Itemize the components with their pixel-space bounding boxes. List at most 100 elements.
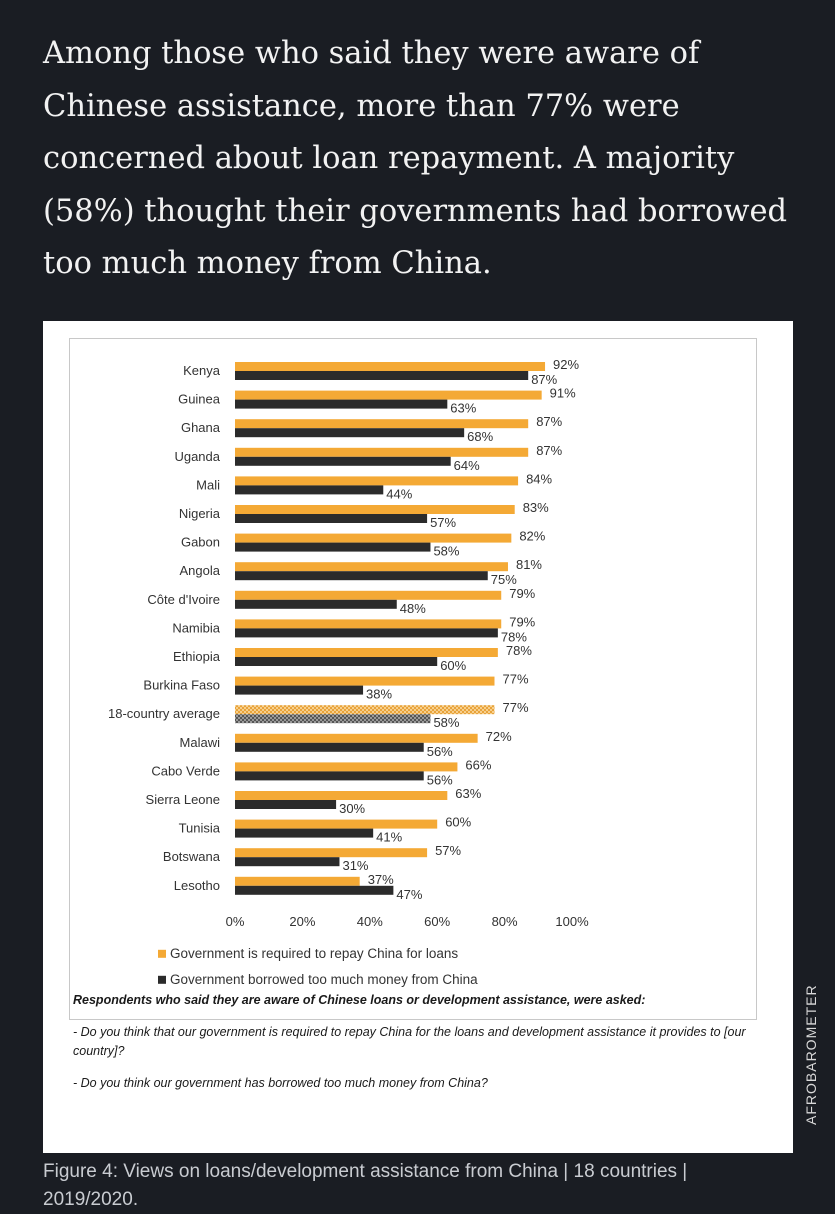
bar-borrowed-uganda xyxy=(235,456,451,466)
value-label-borrowed-gabon: 58% xyxy=(433,544,459,559)
bar-borrowed-lesotho xyxy=(235,885,394,895)
bar-borrowed-guinea xyxy=(235,399,448,409)
bar-borrowed-cabo-verde xyxy=(235,771,424,781)
bar-borrowed-namibia xyxy=(235,628,498,638)
bar-borrowed-burkina-faso xyxy=(235,685,364,695)
bar-repay-malawi xyxy=(235,733,478,743)
chart-frame: Kenya 92% 87% Guinea 91% 63% Ghana 87% 68% Uganda… xyxy=(69,338,757,1020)
value-label-borrowed-botswana: 31% xyxy=(342,858,368,873)
category-label-18-country-average: 18-country average xyxy=(108,706,220,721)
value-label-borrowed-c-te-d-ivoire: 48% xyxy=(400,601,426,616)
notes-question-2: - Do you think our government has borrow… xyxy=(73,1076,488,1090)
bar-chart: Kenya 92%87%Guinea 91%63%Ghana 87%68%Uganda… xyxy=(108,357,589,987)
bar-borrowed-mali xyxy=(235,485,384,495)
legend-label-1: Government borrowed too much money from … xyxy=(170,972,478,987)
bar-repay-mali xyxy=(235,476,519,486)
value-label-repay-guinea: 91% xyxy=(550,386,576,401)
value-label-repay-angola: 81% xyxy=(516,557,542,572)
category-label-namibia: Namibia xyxy=(172,620,220,635)
bar-repay-burkina-faso xyxy=(235,676,495,686)
bar-borrowed-tunisia xyxy=(235,828,374,838)
category-label-ethiopia: Ethiopia xyxy=(173,649,221,664)
value-label-repay-18-country-average: 77% xyxy=(502,700,528,715)
bar-repay-c-te-d-ivoire xyxy=(235,590,502,600)
bar-repay-guinea xyxy=(235,390,542,400)
category-label-cabo-verde: Cabo Verde xyxy=(151,763,220,778)
value-label-repay-cabo-verde: 66% xyxy=(465,757,491,772)
value-label-repay-kenya: 92% xyxy=(553,357,579,372)
bar-repay-uganda xyxy=(235,447,529,457)
category-label-nigeria: Nigeria xyxy=(179,506,221,521)
value-label-borrowed-uganda: 64% xyxy=(454,458,480,473)
x-tick-4: 80% xyxy=(492,914,518,929)
category-label-ghana: Ghana xyxy=(181,420,221,435)
value-label-borrowed-cabo-verde: 56% xyxy=(427,772,453,787)
value-label-repay-nigeria: 83% xyxy=(523,500,549,515)
brand-side-label: AFROBAROMETER xyxy=(803,984,819,1125)
bar-repay-tunisia xyxy=(235,819,438,829)
bar-repay-angola xyxy=(235,562,508,572)
value-label-borrowed-kenya: 87% xyxy=(531,372,557,387)
value-label-repay-tunisia: 60% xyxy=(445,815,471,830)
bar-borrowed-botswana xyxy=(235,857,340,867)
figure-caption: Figure 4: Views on loans/development ass… xyxy=(43,1161,688,1210)
legend-label-0: Government is required to repay China fo… xyxy=(170,946,458,961)
value-label-borrowed-guinea: 63% xyxy=(450,401,476,416)
value-label-repay-ethiopia: 78% xyxy=(506,643,532,658)
category-label-kenya: Kenya xyxy=(183,363,221,378)
value-label-borrowed-nigeria: 57% xyxy=(430,515,456,530)
value-label-borrowed-ethiopia: 60% xyxy=(440,658,466,673)
value-label-repay-ghana: 87% xyxy=(536,414,562,429)
category-label-botswana: Botswana xyxy=(163,849,221,864)
value-label-borrowed-ghana: 68% xyxy=(467,429,493,444)
category-label-angola: Angola xyxy=(180,563,221,578)
value-label-borrowed-burkina-faso: 38% xyxy=(366,687,392,702)
value-label-borrowed-mali: 44% xyxy=(386,486,412,501)
value-label-repay-uganda: 87% xyxy=(536,443,562,458)
value-label-borrowed-18-country-average: 58% xyxy=(433,715,459,730)
category-label-mali: Mali xyxy=(196,477,220,492)
notes-heading: Respondents who said they are aware of C… xyxy=(73,993,646,1007)
value-label-repay-gabon: 82% xyxy=(519,529,545,544)
bar-repay-18-country-average xyxy=(235,705,495,715)
value-label-repay-c-te-d-ivoire: 79% xyxy=(509,586,535,601)
bar-repay-botswana xyxy=(235,848,428,858)
value-label-repay-burkina-faso: 77% xyxy=(502,672,528,687)
x-tick-2: 40% xyxy=(357,914,383,929)
value-label-repay-malawi: 72% xyxy=(486,729,512,744)
category-label-tunisia: Tunisia xyxy=(179,821,221,836)
notes-question-1: - Do you think that our government is re… xyxy=(73,1025,746,1058)
bar-borrowed-ethiopia xyxy=(235,657,438,666)
category-label-uganda: Uganda xyxy=(174,449,220,464)
bar-repay-lesotho xyxy=(235,876,360,886)
figure-panel: Kenya 92% 87% Guinea 91% 63% Ghana 87% 68% Uganda… xyxy=(43,321,793,1153)
legend-swatch-1 xyxy=(158,975,166,984)
bar-repay-ghana xyxy=(235,419,529,429)
legend-swatch-0 xyxy=(158,949,166,958)
bar-borrowed-nigeria xyxy=(235,514,428,523)
category-label-guinea: Guinea xyxy=(178,392,221,407)
category-label-sierra-leone: Sierra Leone xyxy=(146,792,220,807)
x-tick-3: 60% xyxy=(424,914,450,929)
bar-borrowed-gabon xyxy=(235,542,431,552)
value-label-borrowed-lesotho: 47% xyxy=(396,887,422,902)
bar-repay-cabo-verde xyxy=(235,762,458,772)
value-label-borrowed-tunisia: 41% xyxy=(376,830,402,845)
value-label-repay-mali: 84% xyxy=(526,471,552,486)
bar-borrowed-18-country-average xyxy=(235,714,431,724)
category-label-c-te-d-ivoire: Côte d'Ivoire xyxy=(147,592,220,607)
value-label-borrowed-sierra-leone: 30% xyxy=(339,801,365,816)
intro-text: Among those who said they were aware of … xyxy=(43,36,788,281)
bar-repay-ethiopia xyxy=(235,648,498,657)
value-label-repay-namibia: 79% xyxy=(509,614,535,629)
bar-borrowed-angola xyxy=(235,571,488,581)
value-label-borrowed-malawi: 56% xyxy=(427,744,453,759)
bar-borrowed-malawi xyxy=(235,742,424,752)
bar-repay-kenya xyxy=(235,362,546,371)
bar-repay-gabon xyxy=(235,533,512,543)
value-label-borrowed-namibia: 78% xyxy=(501,629,527,644)
bar-repay-namibia xyxy=(235,619,502,629)
x-tick-5: 100% xyxy=(555,914,589,929)
x-tick-0: 0% xyxy=(226,914,245,929)
category-label-gabon: Gabon xyxy=(181,535,220,550)
